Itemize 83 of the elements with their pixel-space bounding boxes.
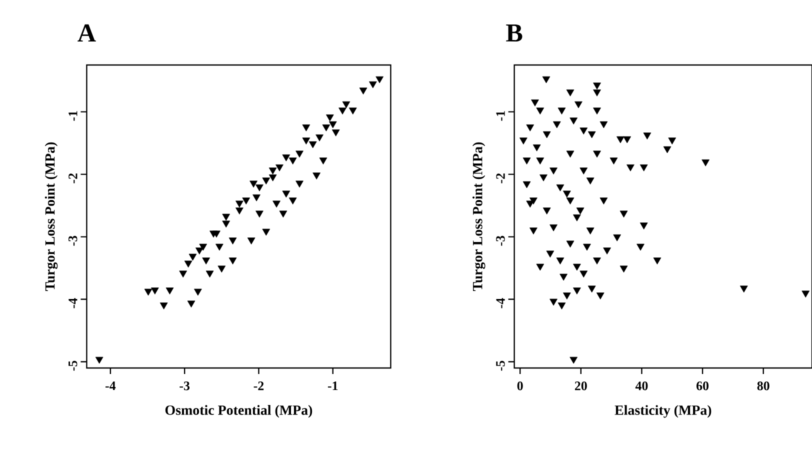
point xyxy=(179,270,188,278)
point xyxy=(247,238,256,244)
x-tick-label: 40 xyxy=(635,382,648,390)
point xyxy=(296,150,304,158)
y-tick-label: -3 xyxy=(68,236,78,246)
y-tick-label: -2 xyxy=(68,173,78,184)
y-tick-label: -1 xyxy=(68,111,78,121)
x-tick-label: 20 xyxy=(574,382,587,390)
point xyxy=(236,208,244,214)
point xyxy=(160,302,168,310)
point xyxy=(95,356,104,364)
point xyxy=(328,121,337,128)
y-tick-label: -5 xyxy=(496,360,505,371)
x-tick-label: -3 xyxy=(180,382,190,390)
point xyxy=(184,260,192,268)
point xyxy=(222,214,230,221)
point xyxy=(188,254,197,261)
point xyxy=(288,198,297,204)
point xyxy=(272,200,280,208)
y-tick-label: -1 xyxy=(496,111,505,121)
y-axis-title: Turgor Loss Point (MPa) xyxy=(44,142,58,291)
point xyxy=(166,288,174,294)
point xyxy=(256,210,264,218)
point xyxy=(228,238,237,244)
point xyxy=(308,141,317,148)
point xyxy=(262,228,270,236)
point xyxy=(368,81,377,88)
point xyxy=(199,244,208,251)
point xyxy=(279,210,288,218)
point xyxy=(194,288,202,296)
x-tick-label: -4 xyxy=(106,382,116,390)
point xyxy=(236,200,244,208)
point xyxy=(326,114,334,122)
x-tick-label: 0 xyxy=(517,382,523,390)
point xyxy=(212,230,220,238)
point xyxy=(256,184,264,192)
point xyxy=(262,178,270,184)
point xyxy=(296,180,304,188)
y-tick-label: -4 xyxy=(496,298,505,308)
point xyxy=(338,108,346,114)
chart-title: B xyxy=(506,24,522,42)
x-tick-label: 60 xyxy=(696,382,709,390)
x-tick-label: -2 xyxy=(254,382,264,390)
point xyxy=(348,108,357,114)
x-tick-label: -1 xyxy=(328,382,338,390)
x-axis-title: Osmotic Potential (MPa) xyxy=(165,405,312,418)
point xyxy=(302,124,310,132)
chart-title: A xyxy=(78,24,96,42)
point xyxy=(268,168,277,174)
point xyxy=(252,194,260,202)
point xyxy=(195,248,204,254)
point xyxy=(376,76,384,84)
point xyxy=(312,172,320,180)
point xyxy=(144,288,152,296)
point xyxy=(206,270,214,278)
point xyxy=(322,124,330,132)
x-tick-label: 80 xyxy=(757,382,770,390)
point xyxy=(319,158,328,164)
point xyxy=(268,174,277,182)
y-axis-title: Turgor Loss Point (MPa) xyxy=(472,142,486,291)
x-axis-title: Elasticity (MPa) xyxy=(614,405,712,418)
point xyxy=(242,198,250,204)
point xyxy=(342,101,350,108)
point xyxy=(216,244,224,251)
point xyxy=(218,266,226,273)
point xyxy=(151,288,159,294)
y-tick-label: -2 xyxy=(496,173,505,184)
point xyxy=(288,158,297,164)
point xyxy=(282,154,290,162)
y-tick-label: -5 xyxy=(68,360,78,371)
y-tick-label: -4 xyxy=(68,298,78,308)
point xyxy=(332,129,340,136)
point xyxy=(359,88,368,94)
point xyxy=(316,134,324,142)
point xyxy=(228,258,237,264)
point xyxy=(187,300,196,308)
point xyxy=(202,258,210,264)
point xyxy=(222,220,230,228)
y-tick-label: -3 xyxy=(496,236,505,246)
point xyxy=(282,190,290,198)
point xyxy=(276,164,284,172)
point xyxy=(250,180,258,188)
point xyxy=(302,138,310,144)
